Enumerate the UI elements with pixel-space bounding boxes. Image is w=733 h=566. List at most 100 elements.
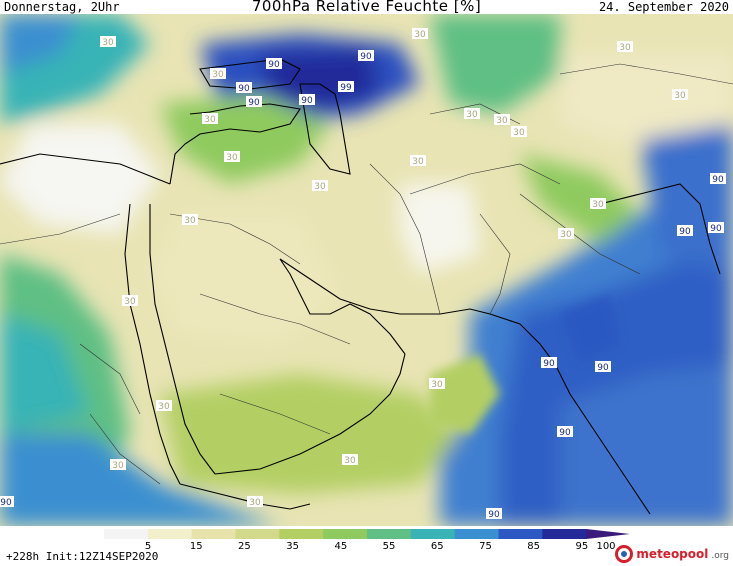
contour-label: 30 (412, 28, 428, 40)
colorbar-tick-label: 25 (238, 541, 251, 552)
contour-label-text: 90 (301, 96, 313, 106)
colorbar-segment (191, 529, 236, 539)
contour-label: 90 (557, 426, 573, 438)
contour-label-text: 30 (204, 115, 216, 125)
contour-label-text: 30 (314, 182, 326, 192)
logo-tld: .org (711, 550, 729, 561)
contour-label-text: 90 (360, 52, 372, 62)
contour-label-text: 90 (488, 510, 500, 520)
contour-label: 90 (541, 357, 557, 369)
contour-label-text: 30 (124, 297, 136, 307)
contour-label: 90 (266, 58, 282, 70)
contour-label-text: 90 (543, 359, 555, 369)
run-info: +228h Init:12Z14SEP2020 (6, 550, 159, 563)
contour-label: 30 (494, 114, 510, 126)
contour-label: 30 (617, 41, 633, 53)
colorbar-segment (235, 529, 280, 539)
contour-label: 30 (224, 151, 240, 163)
contour-label: 90 (299, 94, 315, 106)
colorbar-tick-label: 35 (286, 541, 299, 552)
colorbar-tick-label: 55 (382, 541, 396, 552)
colorbar-tick-label: 45 (334, 541, 348, 552)
meteopool-logo-icon (615, 545, 634, 563)
contour-label-text: 30 (674, 91, 686, 101)
contour-label: 30 (210, 68, 226, 80)
contour-label-text: 90 (268, 60, 280, 70)
contour-label: 30 (342, 454, 358, 466)
colorbar-segment (586, 529, 630, 539)
contour-label: 90 (358, 50, 374, 62)
contour-label: 30 (672, 89, 688, 101)
contour-label: 30 (182, 214, 198, 226)
colorbar-segment (104, 529, 149, 539)
contour-label: 90 (677, 225, 693, 237)
contour-label-text: 30 (560, 230, 572, 240)
colorbar-segment (323, 529, 368, 539)
colorbar-segment (147, 529, 193, 539)
contour-label-text: 90 (238, 84, 250, 94)
contour-label-text: 30 (102, 38, 114, 48)
contour-label-text: 30 (592, 200, 604, 210)
colorbar-segment (279, 529, 324, 539)
contour-labels: 30 30 90 90 90 99 90 90 30 30 30 30 30 30 30 30 30 30 30 30… (0, 28, 726, 520)
colorbar-tick-label: 65 (430, 541, 444, 552)
contour-label-text: 90 (248, 98, 260, 108)
valid-day-time: Donnerstag, 2Uhr (4, 0, 120, 14)
logo-name: meteopool (636, 547, 709, 561)
contour-label-text: 30 (414, 30, 426, 40)
contour-label: 30 (464, 108, 480, 120)
colorbar-segment (498, 529, 543, 539)
contour-label: 90 (708, 222, 724, 234)
contour-label-text: 30 (344, 456, 356, 466)
valid-date: 24. September 2020 (598, 0, 729, 14)
contour-label: 30 (511, 126, 527, 138)
contour-label-text: 30 (226, 153, 238, 163)
contour-label-text: 30 (212, 70, 224, 80)
colorbar-segment (542, 529, 587, 539)
contour-label: 30 (410, 155, 426, 167)
contour-label-text: 90 (559, 428, 571, 438)
contour-label-text: 90 (597, 363, 609, 373)
contour-label-text: 30 (184, 216, 196, 226)
contour-label-text: 30 (431, 380, 443, 390)
contour-label-text: 90 (712, 175, 724, 185)
contour-label-text: 90 (679, 227, 691, 237)
contour-label: 90 (0, 496, 14, 508)
colorbar-segment (367, 529, 412, 539)
colorbar-labels: 5 15 25 35 45 55 65 75 85 95 100 (0, 541, 733, 555)
colorbar-tick-label: 85 (527, 541, 541, 552)
contour-label: 99 (338, 81, 354, 93)
colorbar-tick-label: 15 (189, 541, 203, 552)
contour-label: 90 (486, 508, 502, 520)
meteopool-logo[interactable]: meteopool .org (615, 544, 729, 564)
colorbar-segment (454, 529, 499, 539)
contour-label-text: 30 (496, 116, 508, 126)
contour-label-text: 90 (710, 224, 722, 234)
contour-label: 90 (246, 96, 262, 108)
contour-label: 30 (156, 400, 172, 412)
contour-label: 30 (100, 36, 116, 48)
borders (0, 63, 733, 485)
contour-label: 30 (122, 295, 138, 307)
contour-label-text: 30 (249, 498, 261, 508)
contour-label-text: 30 (412, 157, 424, 167)
colorbar-tick-label: 100 (596, 541, 616, 552)
colorbar-tick-label: 75 (479, 541, 492, 552)
contour-label: 90 (595, 361, 611, 373)
colorbar (104, 529, 630, 539)
contour-label-text: 90 (0, 498, 12, 508)
contour-label: 30 (429, 378, 445, 390)
contour-label: 30 (312, 180, 328, 192)
contour-label-text: 30 (513, 128, 525, 138)
contour-label: 30 (247, 496, 263, 508)
colorbar-tick-label: 95 (575, 541, 589, 552)
contour-label: 90 (710, 173, 726, 185)
colorbar-segment (410, 529, 456, 539)
contour-label: 30 (558, 228, 574, 240)
contour-label: 30 (110, 459, 126, 471)
contour-label-text: 99 (340, 83, 352, 93)
contour-label-text: 30 (466, 110, 478, 120)
map-title: 700hPa Relative Feuchte [%] (251, 0, 482, 15)
humidity-map: 30 30 90 90 90 99 90 90 30 30 30 30 30 30 30 30 30 30 30 30… (0, 14, 733, 526)
contour-label-text: 30 (112, 461, 124, 471)
